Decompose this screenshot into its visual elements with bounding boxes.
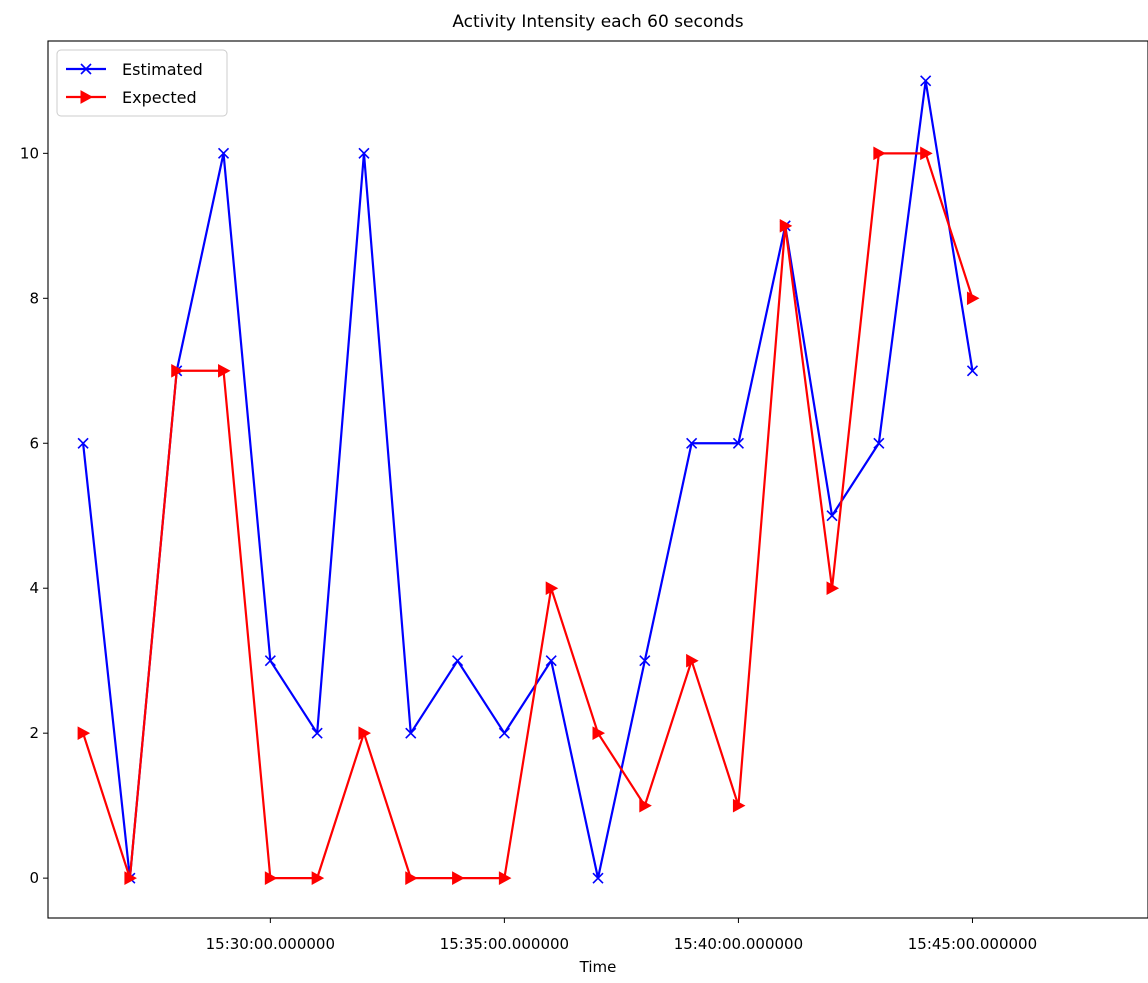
data-point-estimated-stroke-b (592, 872, 604, 884)
data-point-estimated (873, 437, 885, 449)
data-point-estimated (966, 365, 979, 377)
data-point-expected (686, 653, 699, 668)
legend-marker-estimated-stroke-b (80, 63, 92, 75)
legend: Estimated Expected (56, 49, 228, 117)
data-point-expected (498, 871, 512, 885)
x-tick-label: 15:45:00.000000 (908, 935, 1037, 953)
data-point-estimated (498, 727, 510, 739)
data-point-estimated-stroke-b (873, 437, 885, 449)
data-point-estimated-stroke-b (966, 365, 979, 377)
data-point-expected (452, 871, 465, 885)
data-point-expected (358, 726, 372, 741)
data-point-estimated-stroke-b (686, 437, 698, 449)
legend-label-estimated: Estimated (122, 60, 203, 79)
data-point-estimated (217, 147, 230, 159)
data-point-estimated-stroke-b (405, 727, 417, 739)
data-point-estimated-stroke-b (311, 727, 323, 739)
data-point-expected (732, 798, 746, 813)
y-tick-label: 10 (20, 144, 39, 162)
data-point-expected (171, 363, 184, 378)
data-point-expected (826, 581, 840, 596)
data-point-expected (77, 726, 91, 741)
y-tick-label: 0 (29, 869, 39, 887)
data-point-expected (405, 871, 418, 885)
data-point-expected (124, 871, 137, 885)
data-point-estimated (405, 727, 417, 739)
data-point-expected (545, 581, 559, 596)
legend-box (56, 49, 228, 117)
data-point-estimated (686, 437, 698, 449)
data-point-estimated-stroke-b (217, 147, 230, 159)
data-point-expected (639, 798, 652, 813)
data-point-estimated-stroke-b (732, 437, 744, 449)
data-point-estimated (77, 437, 89, 449)
data-point-expected (218, 363, 231, 378)
y-tick-label: 8 (29, 289, 39, 307)
data-point-estimated-stroke-b (358, 147, 370, 159)
data-point-estimated (545, 655, 557, 667)
data-point-expected (873, 146, 886, 161)
legend-label-expected: Expected (122, 88, 197, 107)
data-point-estimated-stroke-b (639, 655, 651, 667)
axes-frame (47, 40, 1148, 919)
data-point-expected (592, 726, 606, 741)
data-point-expected (966, 291, 980, 306)
data-point-estimated (920, 75, 932, 87)
x-axis-label: Time (579, 958, 617, 976)
legend-marker-estimated (80, 63, 92, 75)
data-point-expected (920, 146, 933, 161)
data-point-estimated (311, 727, 323, 739)
y-tick-label: 2 (29, 724, 39, 742)
data-point-estimated (358, 147, 370, 159)
data-point-estimated (592, 872, 604, 884)
data-point-estimated-stroke-b (264, 655, 276, 667)
legend-marker-expected (80, 90, 94, 104)
data-point-estimated-stroke-b (920, 75, 932, 87)
data-point-estimated-stroke-b (452, 655, 464, 667)
x-tick-label: 15:40:00.000000 (674, 935, 803, 953)
data-point-estimated (826, 510, 838, 522)
data-point-expected (311, 871, 325, 885)
series-line-expected (82, 152, 974, 880)
data-point-estimated (639, 655, 651, 667)
data-point-estimated-stroke-b (498, 727, 510, 739)
x-tick-label: 15:35:00.000000 (440, 935, 569, 953)
data-point-estimated-stroke-b (77, 437, 89, 449)
y-tick-label: 4 (29, 579, 39, 597)
data-point-estimated (732, 437, 744, 449)
data-point-estimated (264, 655, 276, 667)
y-tick-label: 6 (29, 434, 39, 452)
data-point-expected (264, 871, 278, 885)
data-point-estimated-stroke-b (826, 510, 838, 522)
x-tick-label: 15:30:00.000000 (206, 935, 335, 953)
chart-title: Activity Intensity each 60 seconds (452, 12, 743, 32)
data-point-estimated-stroke-b (545, 655, 557, 667)
data-point-expected (779, 218, 793, 233)
series-line-estimated (82, 79, 974, 880)
data-point-estimated (452, 655, 464, 667)
